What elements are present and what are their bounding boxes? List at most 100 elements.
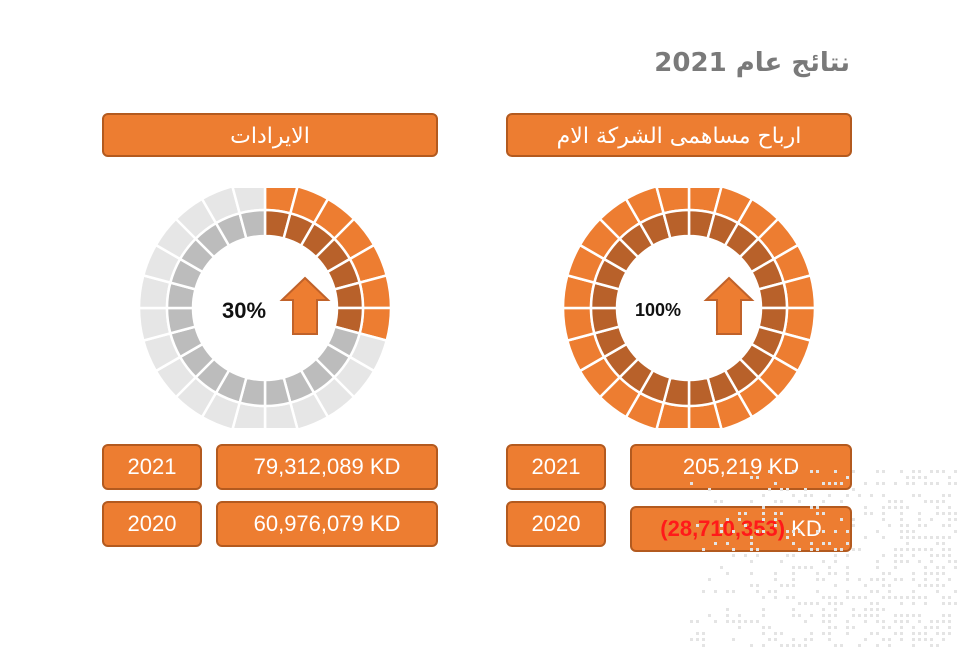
decorative-dot bbox=[702, 590, 705, 593]
decorative-dot bbox=[876, 566, 879, 569]
decorative-dot bbox=[756, 590, 759, 593]
revenue-header-label: الايرادات bbox=[230, 124, 310, 149]
decorative-dot bbox=[924, 572, 927, 575]
decorative-dot bbox=[810, 614, 813, 617]
decorative-dot bbox=[774, 638, 777, 641]
decorative-dot bbox=[900, 470, 903, 473]
decorative-dot bbox=[918, 524, 921, 527]
decorative-dot bbox=[768, 626, 771, 629]
decorative-dot bbox=[834, 626, 837, 629]
decorative-dot bbox=[948, 536, 951, 539]
decorative-dot bbox=[906, 482, 909, 485]
decorative-dot bbox=[780, 488, 783, 491]
decorative-dot bbox=[750, 620, 753, 623]
decorative-dot bbox=[930, 626, 933, 629]
decorative-dot bbox=[756, 548, 759, 551]
decorative-dot bbox=[828, 632, 831, 635]
decorative-dot bbox=[756, 584, 759, 587]
decorative-dot bbox=[930, 572, 933, 575]
decorative-dot bbox=[948, 476, 951, 479]
decorative-dot bbox=[906, 524, 909, 527]
decorative-dot bbox=[786, 554, 789, 557]
decorative-dot bbox=[876, 614, 879, 617]
decorative-dot bbox=[738, 512, 741, 515]
decorative-dot bbox=[918, 518, 921, 521]
decorative-dot bbox=[912, 602, 915, 605]
decorative-dot bbox=[780, 584, 783, 587]
decorative-dot bbox=[696, 632, 699, 635]
decorative-dot bbox=[942, 638, 945, 641]
decorative-dot bbox=[900, 560, 903, 563]
decorative-dot bbox=[870, 608, 873, 611]
decorative-dot bbox=[768, 638, 771, 641]
decorative-dot bbox=[774, 524, 777, 527]
decorative-dot bbox=[714, 590, 717, 593]
decorative-dot bbox=[912, 614, 915, 617]
decorative-dot bbox=[888, 584, 891, 587]
decorative-dot bbox=[876, 530, 879, 533]
decorative-dot bbox=[942, 584, 945, 587]
decorative-dot bbox=[702, 632, 705, 635]
decorative-dot bbox=[786, 596, 789, 599]
decorative-dot bbox=[834, 614, 837, 617]
decorative-dot bbox=[948, 578, 951, 581]
decorative-dot bbox=[774, 500, 777, 503]
decorative-dot bbox=[948, 524, 951, 527]
decorative-dot bbox=[834, 554, 837, 557]
decorative-dot bbox=[798, 500, 801, 503]
decorative-dot bbox=[918, 548, 921, 551]
decorative-dot bbox=[936, 554, 939, 557]
decorative-dot bbox=[792, 530, 795, 533]
decorative-dot bbox=[762, 626, 765, 629]
revenue-center bbox=[195, 238, 335, 378]
revenue-year-2020-label: 2020 bbox=[127, 511, 177, 536]
decorative-dot bbox=[948, 614, 951, 617]
decorative-dot bbox=[828, 638, 831, 641]
decorative-dot bbox=[780, 632, 783, 635]
decorative-dot bbox=[954, 602, 957, 605]
decorative-dot bbox=[816, 506, 819, 509]
profit-year-2020: 2020 bbox=[506, 501, 606, 547]
decorative-dot bbox=[924, 566, 927, 569]
decorative-dot bbox=[900, 596, 903, 599]
decorative-dot bbox=[882, 572, 885, 575]
decorative-dot bbox=[912, 530, 915, 533]
decorative-dot bbox=[924, 500, 927, 503]
decorative-dot bbox=[708, 614, 711, 617]
decorative-dot bbox=[948, 518, 951, 521]
profit-inner-segment bbox=[662, 208, 691, 240]
decorative-dot bbox=[864, 620, 867, 623]
decorative-dot bbox=[822, 542, 825, 545]
decorative-dot bbox=[792, 494, 795, 497]
decorative-dot bbox=[864, 584, 867, 587]
decorative-dot bbox=[918, 638, 921, 641]
decorative-dot bbox=[792, 470, 795, 473]
decorative-dot bbox=[918, 512, 921, 515]
decorative-dot bbox=[900, 518, 903, 521]
decorative-dot bbox=[792, 614, 795, 617]
decorative-dot bbox=[900, 512, 903, 515]
decorative-dot bbox=[726, 620, 729, 623]
decorative-dot bbox=[912, 572, 915, 575]
decorative-dot bbox=[882, 578, 885, 581]
decorative-dot bbox=[834, 560, 837, 563]
decorative-dot bbox=[846, 554, 849, 557]
decorative-dot bbox=[930, 560, 933, 563]
decorative-dot bbox=[834, 572, 837, 575]
decorative-dot bbox=[930, 554, 933, 557]
decorative-dot bbox=[930, 536, 933, 539]
decorative-dot bbox=[756, 554, 759, 557]
decorative-dot bbox=[792, 578, 795, 581]
decorative-dot bbox=[906, 548, 909, 551]
decorative-dot bbox=[804, 494, 807, 497]
decorative-dot bbox=[786, 584, 789, 587]
decorative-dot bbox=[846, 542, 849, 545]
decorative-dot bbox=[930, 470, 933, 473]
revenue-year-2021-label: 2021 bbox=[127, 454, 177, 479]
decorative-dot bbox=[864, 536, 867, 539]
decorative-dot bbox=[798, 614, 801, 617]
decorative-dot bbox=[798, 566, 801, 569]
decorative-dot bbox=[828, 614, 831, 617]
decorative-dot bbox=[954, 470, 957, 473]
decorative-dot bbox=[792, 566, 795, 569]
